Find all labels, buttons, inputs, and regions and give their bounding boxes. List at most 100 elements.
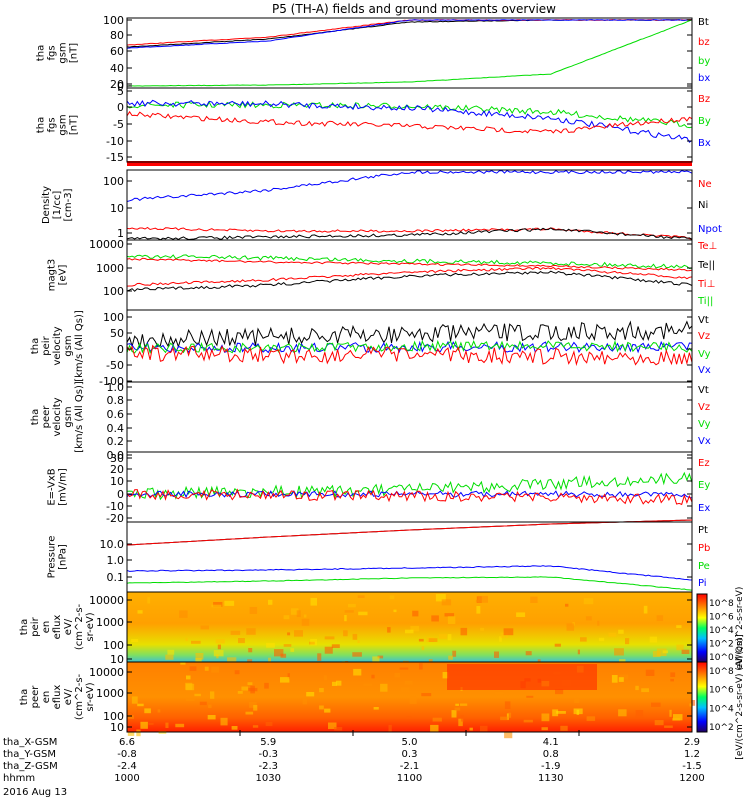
y-tick-label: 10.0 bbox=[100, 538, 125, 551]
footer-row-label: hhmm bbox=[3, 773, 35, 784]
panel-traces bbox=[126, 519, 693, 591]
spectrogram-cell bbox=[310, 597, 317, 606]
y-tick-label: -10 bbox=[106, 500, 124, 513]
footer-value: -2.4 bbox=[117, 761, 137, 772]
spectrogram-cell bbox=[530, 596, 538, 603]
spectrogram-cell bbox=[508, 712, 512, 718]
series-by-line bbox=[126, 100, 693, 129]
y-axis-label: thafgsgsm[nT] bbox=[36, 114, 80, 135]
y-tick-label: 100 bbox=[103, 175, 124, 188]
spectrogram-cell bbox=[274, 649, 284, 657]
legend-bt: Bt bbox=[698, 17, 709, 28]
spectrogram-cell bbox=[357, 640, 360, 643]
spectrogram-cell bbox=[504, 701, 511, 709]
series-npot-line bbox=[126, 169, 693, 202]
spectrogram-cell bbox=[250, 685, 255, 694]
spectrogram-cell bbox=[401, 687, 410, 693]
spectrogram-cell bbox=[317, 653, 322, 661]
footer-date: 2016 Aug 13 bbox=[3, 787, 67, 798]
legend-te||: Te|| bbox=[697, 260, 715, 271]
colorbar-label: eV/(cm^2-s-sr-eV) bbox=[735, 587, 745, 670]
series-bx-line bbox=[126, 19, 693, 49]
flag-bar bbox=[127, 161, 692, 166]
spectrogram-cell bbox=[419, 663, 423, 670]
legend-pi: Pi bbox=[698, 578, 707, 589]
spectrogram-cell bbox=[566, 623, 575, 631]
spectrogram-cell bbox=[421, 693, 432, 697]
spectrogram-cell bbox=[165, 654, 174, 660]
spectrogram-cell bbox=[577, 649, 580, 655]
legend-te⊥: Te⊥ bbox=[697, 241, 717, 252]
colorbar-gradient bbox=[696, 593, 708, 663]
spectrogram-cell bbox=[185, 637, 188, 642]
spectrogram-cell bbox=[127, 731, 135, 736]
spectrogram-cell bbox=[573, 708, 583, 715]
spectrogram-cell bbox=[560, 725, 568, 731]
y-tick-label: 0.0 bbox=[107, 449, 125, 462]
spectrogram-cell bbox=[287, 632, 291, 636]
panel-traces bbox=[126, 471, 693, 506]
spectrogram-cell bbox=[265, 722, 273, 726]
y-tick-label: 100 bbox=[103, 14, 124, 27]
spectrogram-cell bbox=[503, 628, 514, 636]
y-tick-label: 0 bbox=[117, 80, 124, 93]
spectrogram-cell bbox=[441, 599, 452, 606]
spectrogram-cell bbox=[147, 597, 151, 604]
spectrogram-cell bbox=[377, 655, 384, 659]
legend-bx: Bx bbox=[698, 138, 711, 149]
panel-traces bbox=[126, 99, 693, 143]
series-te⊥-line bbox=[126, 266, 693, 287]
spectrogram-cell bbox=[565, 603, 569, 607]
spectrogram-cell bbox=[494, 651, 499, 658]
panel-density: 100 10 1 Density[1/cc][cm-3] Ne Ni Npot bbox=[41, 169, 722, 241]
footer-value: 0.8 bbox=[543, 749, 559, 760]
spectrogram-cell bbox=[280, 653, 287, 658]
spectrogram-cell bbox=[664, 725, 673, 728]
spectrogram-cell bbox=[380, 683, 388, 692]
y-axis-label: Density[1/cc][cm-3] bbox=[41, 186, 74, 224]
spectrogram-cell bbox=[220, 717, 228, 726]
y-tick-label: 1000 bbox=[96, 616, 124, 629]
spectrogram-cell bbox=[480, 627, 484, 631]
series-bt-line bbox=[126, 19, 692, 48]
spectrogram-cell bbox=[180, 662, 186, 665]
y-tick-label: 20 bbox=[110, 78, 124, 91]
spectrogram-cell bbox=[480, 725, 488, 732]
spectrogram-cell bbox=[475, 599, 479, 603]
spectrogram-cell bbox=[186, 675, 191, 680]
footer-value: -1.5 bbox=[682, 761, 702, 772]
spectrogram-cell bbox=[619, 674, 629, 680]
spectrogram-cell bbox=[460, 703, 468, 706]
spectrogram-cell bbox=[691, 700, 696, 706]
spectrogram-cell bbox=[458, 718, 463, 727]
legend-bx: bx bbox=[698, 73, 710, 84]
y-tick-label: 1000 bbox=[96, 687, 124, 700]
y-tick-label: 0.1 bbox=[107, 571, 125, 584]
y-tick-label: 0 bbox=[117, 488, 124, 501]
panel-traces bbox=[126, 320, 693, 367]
legend-ti||: Ti|| bbox=[697, 296, 713, 307]
spectrogram-cell bbox=[608, 632, 617, 637]
series-bz-line bbox=[126, 19, 693, 46]
y-tick-label: 1000 bbox=[96, 262, 124, 275]
spectrogram-cell bbox=[268, 657, 271, 665]
y-tick-label: 5 bbox=[117, 85, 124, 98]
footer-value: -0.8 bbox=[117, 749, 137, 760]
spectrogram-cell bbox=[210, 691, 215, 699]
spectrogram-cell bbox=[231, 726, 238, 730]
footer-value: 5.9 bbox=[260, 737, 276, 748]
series-vt-line bbox=[126, 320, 693, 350]
legend-bz: Bz bbox=[698, 94, 710, 105]
spectrogram-cell bbox=[249, 701, 257, 708]
spectrogram-cell bbox=[432, 717, 442, 722]
spectrogram-cell bbox=[455, 703, 459, 706]
footer-row-label: tha_Z-GSM bbox=[3, 761, 58, 772]
spectrogram-cell bbox=[447, 634, 452, 641]
y-tick-label: 0.8 bbox=[107, 394, 125, 407]
spectrogram-cell bbox=[435, 594, 446, 602]
spectrogram-cell bbox=[673, 714, 683, 721]
spectrogram-cell bbox=[404, 680, 413, 685]
spectrogram-cell bbox=[204, 666, 209, 671]
